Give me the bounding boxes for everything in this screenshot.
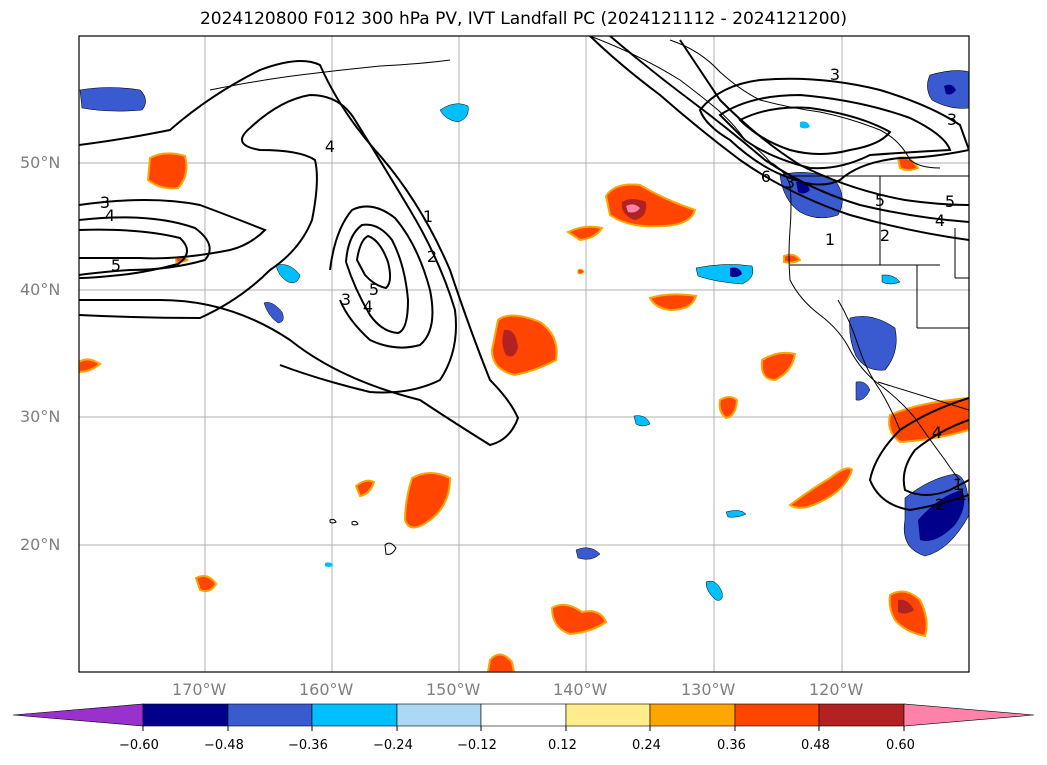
graticule xyxy=(79,36,969,672)
colorbar-extend-right xyxy=(903,703,1035,727)
contour-label: 5 xyxy=(369,280,379,299)
colorbar-bin xyxy=(818,703,905,727)
contour-label: 3 xyxy=(341,290,351,309)
pos-blob xyxy=(403,472,452,529)
colorbar-bin xyxy=(649,703,736,727)
pos-blob xyxy=(354,479,376,498)
colorbar-label: 0.48 xyxy=(801,738,830,753)
lon-tick-label: 160°W xyxy=(299,680,354,699)
lat-tick-label: 50°N xyxy=(20,153,61,172)
colorbar-bin xyxy=(142,703,229,727)
neg-blob xyxy=(705,580,723,601)
neg-blob xyxy=(800,121,810,129)
pos-blob xyxy=(79,358,102,374)
contour-label: 3 xyxy=(947,110,957,129)
neg-blob xyxy=(633,415,651,427)
colorbar-label: 0.36 xyxy=(717,738,746,753)
pos-blob xyxy=(783,253,802,264)
contour-label: 1 xyxy=(957,485,967,504)
colorbar xyxy=(12,703,1035,731)
neg-blob xyxy=(849,316,897,371)
contour-label: 5 xyxy=(111,256,121,275)
colorbar-label: −0.60 xyxy=(119,738,159,753)
neg-blob xyxy=(325,562,333,567)
colorbar-label: −0.36 xyxy=(288,738,328,753)
pos-blob xyxy=(565,225,604,242)
colorbar-extend-left xyxy=(12,703,144,727)
lon-tick-label: 120°W xyxy=(809,680,864,699)
lon-tick-label: 170°W xyxy=(172,680,227,699)
colorbar-label: 0.60 xyxy=(886,738,915,753)
contour-label: 4 xyxy=(325,137,335,156)
colorbar-label: 0.24 xyxy=(632,738,661,753)
map-title: 2024120800 F012 300 hPa PV, IVT Landfall… xyxy=(199,9,847,29)
ivt-contours xyxy=(79,36,969,512)
colorbar-bin xyxy=(396,703,482,727)
neg-blob xyxy=(79,87,146,112)
colorbar-bin xyxy=(227,703,313,727)
pos-blob xyxy=(626,204,640,213)
contour-labels: 3 4 5 1 2 3 4 5 1 2 3 4 5 4 3 5 1 2 6 4 … xyxy=(100,65,967,514)
neg-blob xyxy=(944,84,956,95)
neg-blob xyxy=(575,547,601,560)
pos-blob xyxy=(648,293,698,312)
pos-blob xyxy=(486,653,516,672)
contour-label: 2 xyxy=(427,247,437,266)
contour-label: 3 xyxy=(830,65,840,84)
colorbar-bin xyxy=(565,703,651,727)
pos-blob xyxy=(888,396,969,444)
colorbar-bin xyxy=(480,703,567,727)
pos-blob xyxy=(550,603,608,636)
neg-blob xyxy=(263,302,284,324)
colorbar-bin xyxy=(734,703,820,727)
pos-blob xyxy=(760,351,797,382)
lon-tick-label: 130°W xyxy=(681,680,736,699)
contour-label: 3 xyxy=(100,193,110,212)
neg-blob xyxy=(918,490,965,541)
lon-tick-label: 140°W xyxy=(553,680,608,699)
colorbar-bin xyxy=(311,703,398,727)
neg-blob xyxy=(855,381,871,401)
contour-label: 2 xyxy=(880,226,890,245)
lat-tick-label: 40°N xyxy=(20,280,61,299)
contour-label: 2 xyxy=(935,495,945,514)
pos-blob xyxy=(146,152,188,190)
coastlines xyxy=(209,36,961,555)
neg-blob xyxy=(275,264,301,283)
neg-blob xyxy=(881,274,901,285)
neg-blob xyxy=(725,510,747,518)
contour-label: 4 xyxy=(932,423,942,442)
pos-blob xyxy=(502,329,518,357)
contour-label: 3 xyxy=(785,173,795,192)
colorbar-label: −0.24 xyxy=(373,738,413,753)
neg-blob xyxy=(439,103,469,123)
pos-blob xyxy=(577,268,585,275)
contour-label: 1 xyxy=(423,207,433,226)
contour-label: 4 xyxy=(363,297,373,316)
pos-blob xyxy=(194,575,218,593)
neg-blob xyxy=(730,267,742,278)
contour-label: 5 xyxy=(945,192,955,211)
borders xyxy=(790,175,969,411)
colorbar-label: 0.12 xyxy=(548,738,577,753)
lat-tick-label: 30°N xyxy=(20,407,61,426)
lat-tick-label: 20°N xyxy=(20,535,61,554)
contour-label: 6 xyxy=(761,167,771,186)
colorbar-label: −0.12 xyxy=(457,738,497,753)
contour-label: 4 xyxy=(935,211,945,230)
lon-tick-label: 150°W xyxy=(426,680,481,699)
contour-label: 5 xyxy=(875,191,885,210)
pos-blob xyxy=(718,396,739,420)
contour-label: 4 xyxy=(105,206,115,225)
pos-blob xyxy=(898,599,914,614)
contour-label: 1 xyxy=(953,475,963,494)
map-frame xyxy=(78,35,970,673)
pos-blob xyxy=(788,467,854,509)
positive-anomaly-areas xyxy=(79,152,969,672)
colorbar-label: −0.48 xyxy=(204,738,244,753)
contour-label: 1 xyxy=(825,230,835,249)
